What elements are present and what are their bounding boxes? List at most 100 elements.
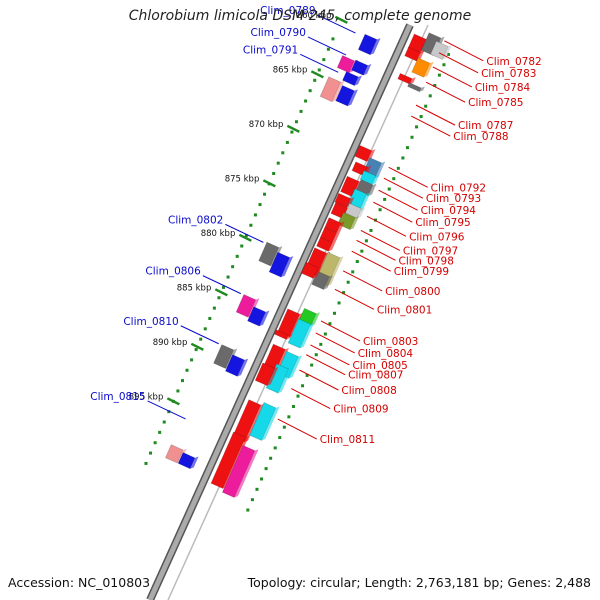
gene-feature-shade bbox=[374, 161, 386, 179]
gene-label-clim-0794[interactable]: Clim_0794 bbox=[421, 205, 477, 217]
gene-label-clim-0807[interactable]: Clim_0807 bbox=[348, 370, 403, 382]
gene-feature-shade bbox=[259, 310, 270, 327]
ruler-dot bbox=[332, 311, 336, 315]
gene-feature-shade bbox=[357, 207, 366, 219]
ruler-dot bbox=[190, 358, 194, 362]
gene-feature-shade bbox=[363, 64, 372, 76]
ruler-dot bbox=[199, 337, 203, 341]
gene-connector bbox=[315, 332, 355, 354]
ruler-dot bbox=[419, 115, 423, 119]
gene-label-clim-0795[interactable]: Clim_0795 bbox=[415, 217, 470, 229]
ruler-dot bbox=[273, 446, 277, 450]
gene-connector bbox=[432, 66, 473, 88]
ruler-dot bbox=[433, 83, 437, 87]
gene-label-clim-0800[interactable]: Clim_0800 bbox=[385, 286, 440, 298]
gene-label-clim-0783[interactable]: Clim_0783 bbox=[481, 68, 536, 80]
ruler-dot bbox=[355, 260, 359, 264]
gene-label-clim-0789[interactable]: Clim_0789 bbox=[260, 5, 315, 17]
gene-label-clim-0787[interactable]: Clim_0787 bbox=[458, 120, 513, 132]
ruler-dot bbox=[442, 63, 446, 67]
gene-feature-shade bbox=[267, 366, 279, 386]
gene-label-clim-0788[interactable]: Clim_0788 bbox=[453, 131, 508, 143]
gene-label-clim-0790[interactable]: Clim_0790 bbox=[251, 27, 306, 39]
gene-label-clim-0793[interactable]: Clim_0793 bbox=[426, 193, 481, 205]
gene-feature-shade bbox=[350, 216, 359, 230]
gene-label-clim-0796[interactable]: Clim_0796 bbox=[409, 231, 465, 243]
gene-connector bbox=[317, 14, 356, 34]
gene-label-clim-0811[interactable]: Clim_0811 bbox=[320, 434, 375, 446]
gene-label-clim-0782[interactable]: Clim_0782 bbox=[486, 56, 541, 68]
gene-label-clim-0792[interactable]: Clim_0792 bbox=[431, 182, 486, 194]
gene-feature-shade bbox=[237, 358, 249, 377]
ruler-dot bbox=[253, 213, 257, 217]
gene-label-clim-0802[interactable]: Clim_0802 bbox=[168, 214, 223, 226]
ruler-dot bbox=[290, 130, 294, 134]
ruler-dot bbox=[246, 508, 250, 512]
ruler-dot bbox=[396, 166, 400, 170]
ruler-dot bbox=[342, 291, 346, 295]
gene-feature-shade bbox=[300, 322, 315, 349]
gene-connector bbox=[300, 53, 339, 73]
ruler-dot bbox=[291, 404, 295, 408]
gene-feature-shade bbox=[336, 221, 345, 233]
ruler-tick-label: 870 kbp bbox=[249, 120, 284, 130]
gene-label-clim-0806[interactable]: Clim_0806 bbox=[145, 266, 201, 278]
gene-feature-shade bbox=[359, 192, 371, 212]
gene-label-clim-0798[interactable]: Clim_0798 bbox=[399, 255, 454, 267]
ruler-dot bbox=[180, 379, 184, 383]
gene-label-clim-0785[interactable]: Clim_0785 bbox=[468, 97, 523, 109]
gene-label-clim-0784[interactable]: Clim_0784 bbox=[475, 82, 531, 94]
gene-label-clim-0791[interactable]: Clim_0791 bbox=[243, 44, 298, 56]
gene-feature-shade bbox=[372, 174, 380, 185]
ruler-dot bbox=[305, 373, 309, 377]
gene-connector bbox=[310, 344, 350, 366]
gene-label-clim-0804[interactable]: Clim_0804 bbox=[358, 348, 414, 360]
ruler-dot bbox=[314, 353, 318, 357]
ruler-tick bbox=[286, 124, 300, 133]
ruler-dot bbox=[378, 208, 382, 212]
gene-label-clim-0801[interactable]: Clim_0801 bbox=[377, 304, 432, 316]
ruler-dot bbox=[319, 342, 323, 346]
gene-connector bbox=[291, 388, 331, 409]
gene-connector bbox=[342, 270, 383, 292]
gene-connector bbox=[277, 418, 318, 440]
gene-connector bbox=[366, 215, 407, 237]
ruler-dot bbox=[153, 441, 157, 445]
gene-label-clim-0809[interactable]: Clim_0809 bbox=[333, 404, 388, 416]
gene-connector bbox=[388, 166, 428, 188]
ruler-dot bbox=[351, 270, 355, 274]
ruler-tick-label: 885 kbp bbox=[177, 283, 212, 293]
ruler-dot bbox=[260, 477, 264, 481]
gene-label-clim-0799[interactable]: Clim_0799 bbox=[394, 266, 449, 278]
ruler-dot bbox=[323, 332, 327, 336]
gene-label-clim-0797[interactable]: Clim_0797 bbox=[403, 245, 458, 257]
ruler: 860 kbp 865 kbp 870 kbp 875 kbp 880 kbp 885 k… bbox=[129, 11, 450, 512]
ruler-tick-label: 860 kbp bbox=[297, 11, 332, 21]
gene-feature-shade bbox=[409, 77, 416, 85]
gene-connector bbox=[202, 275, 242, 295]
ruler-dot bbox=[287, 415, 291, 419]
gene-feature-shade bbox=[354, 75, 362, 86]
ruler-dot bbox=[364, 239, 368, 243]
gene-feature-shade bbox=[346, 197, 355, 208]
gene-label-clim-0810[interactable]: Clim_0810 bbox=[123, 316, 178, 328]
ruler-dot bbox=[162, 420, 166, 424]
ruler-dot bbox=[301, 384, 305, 388]
ruler-tick bbox=[334, 15, 348, 24]
gene-feature-shade bbox=[190, 456, 199, 469]
ruler-dot bbox=[158, 430, 162, 434]
gene-feature-shade bbox=[286, 333, 292, 340]
gene-feature-shade bbox=[311, 312, 320, 326]
ruler-dot bbox=[304, 99, 308, 103]
ruler-dot bbox=[264, 467, 268, 471]
ruler-dot bbox=[308, 89, 312, 93]
gene-label-clim-0805[interactable]: Clim_0805 bbox=[352, 360, 407, 372]
ruler-dot bbox=[294, 120, 298, 124]
ruler-dot bbox=[208, 316, 212, 320]
ruler-dot bbox=[326, 47, 330, 51]
gene-feature bbox=[407, 82, 422, 93]
gene-label-clim-0803[interactable]: Clim_0803 bbox=[363, 336, 418, 348]
gene-label-clim-0815[interactable]: Clim_0815 bbox=[90, 391, 145, 403]
gene-label-clim-0808[interactable]: Clim_0808 bbox=[341, 385, 396, 397]
